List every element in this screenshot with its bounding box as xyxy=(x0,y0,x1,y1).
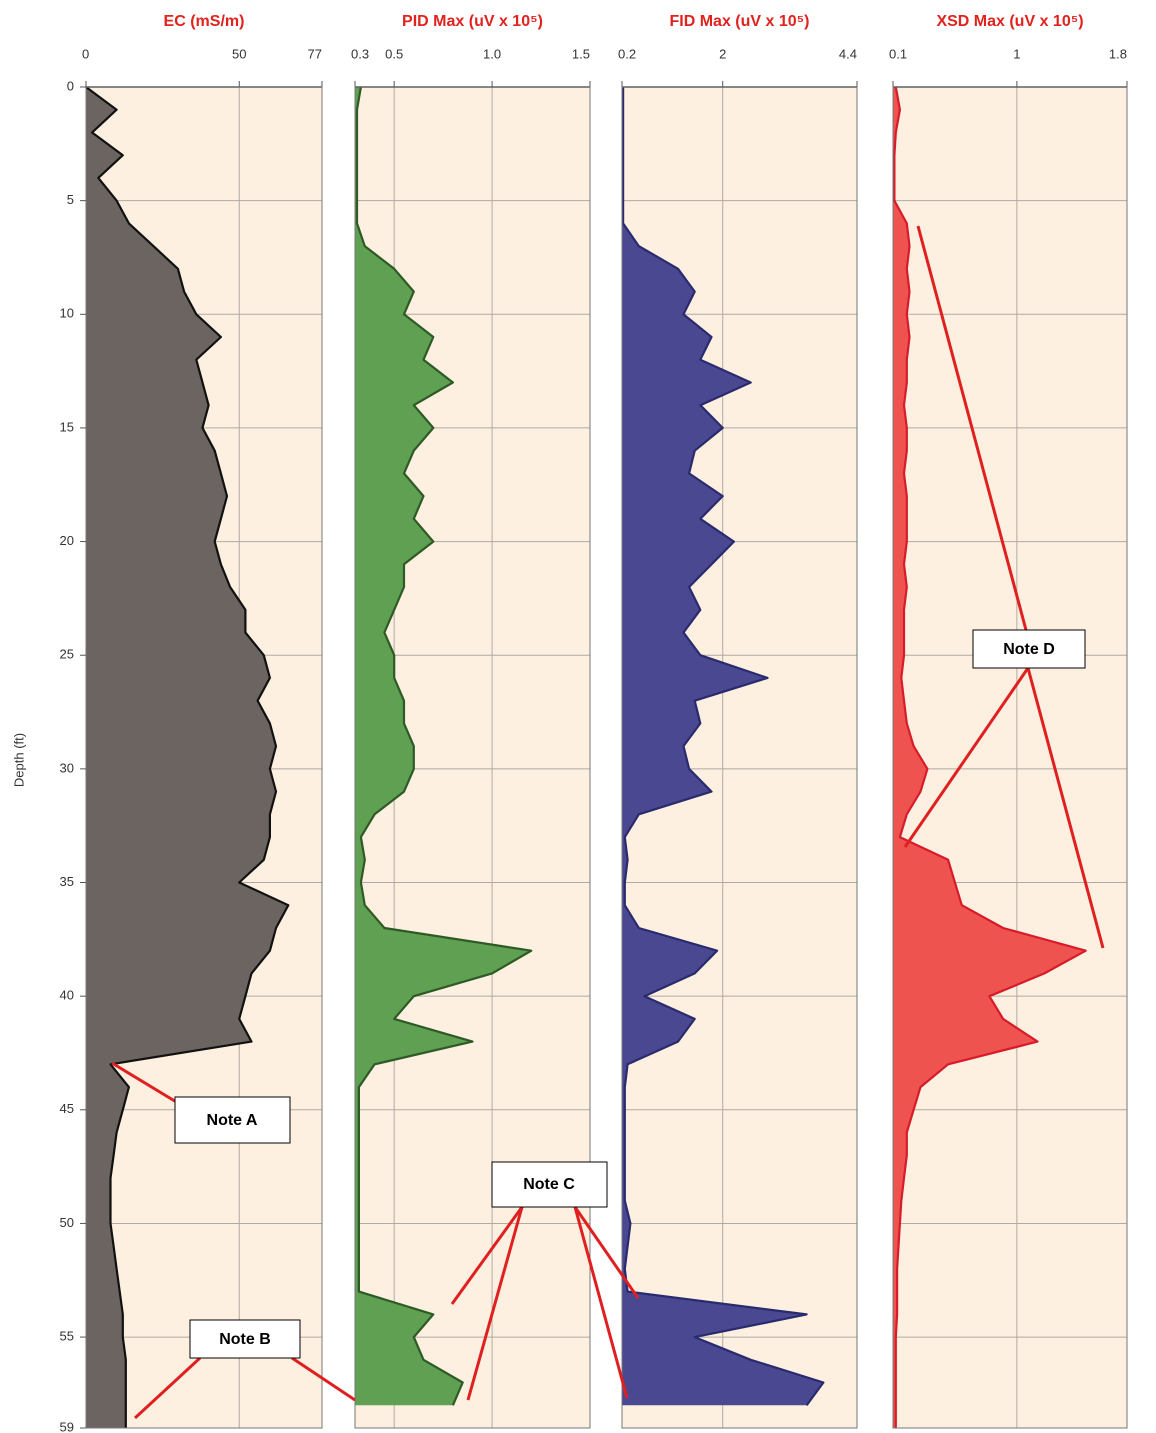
leader xyxy=(573,1206,629,1399)
note: Note D xyxy=(1003,641,1055,658)
x-tick-label: 0.3 xyxy=(351,46,369,61)
y-tick-label: 59 xyxy=(60,1419,74,1433)
y-axis-label: Depth (ft) xyxy=(11,733,26,787)
leader xyxy=(111,1061,179,1105)
x-tick-label: 0.2 xyxy=(618,46,636,61)
note: Note B xyxy=(219,1331,271,1348)
leader xyxy=(466,1206,524,1401)
y-tick-label: 10 xyxy=(60,306,74,321)
line xyxy=(622,87,825,1406)
x-tick-label: 0.5 xyxy=(385,46,403,61)
y-tick-label: 25 xyxy=(60,647,74,662)
panel-title: PID Max (uV x 10⁵) xyxy=(402,13,543,30)
annotations: Note A Note B Note C Note D xyxy=(111,225,1105,1420)
note: Note C xyxy=(523,1176,575,1193)
y-tick-label: 20 xyxy=(60,533,74,548)
leader xyxy=(903,667,1030,848)
line xyxy=(893,86,1087,1428)
x-tick-label: 1.8 xyxy=(1109,46,1127,61)
y-tick-label: 45 xyxy=(60,1101,74,1116)
area xyxy=(86,87,289,1428)
x-tick-label: 2 xyxy=(719,46,726,61)
y-tick-label: 35 xyxy=(60,874,74,889)
note: Note A xyxy=(207,1112,258,1129)
x-tick-label: 1.5 xyxy=(572,46,590,61)
leader xyxy=(291,1356,356,1402)
note-box xyxy=(491,1161,608,1208)
plot-frame xyxy=(85,86,323,1429)
area xyxy=(355,87,532,1406)
line xyxy=(355,86,533,1406)
panel-title: XSD Max (uV x 10⁵) xyxy=(936,13,1083,30)
leader xyxy=(1026,667,1105,949)
x-tick-label: 77 xyxy=(308,46,322,61)
x-tick-label: 1 xyxy=(1013,46,1020,61)
x-tick-label: 1.0 xyxy=(483,46,501,61)
panel-title: EC (mS/m) xyxy=(164,13,245,30)
plot-frame xyxy=(892,86,1128,1429)
y-tick-label: 30 xyxy=(60,760,74,775)
leader xyxy=(450,1206,524,1305)
area xyxy=(622,87,824,1406)
y-tick-label: 55 xyxy=(60,1329,74,1344)
x-tick-label: 0 xyxy=(82,46,89,61)
leader xyxy=(133,1356,202,1420)
leader xyxy=(573,1206,640,1299)
panel-title: FID Max (uV x 10⁵) xyxy=(670,13,810,30)
note-box xyxy=(189,1319,301,1359)
plot-area xyxy=(893,87,1127,1428)
leader xyxy=(916,225,1028,631)
y-tick-label: 0 xyxy=(67,78,74,93)
x-tick-label: 0.1 xyxy=(889,46,907,61)
line xyxy=(85,86,290,1428)
x-tick-label: 4.4 xyxy=(839,46,857,61)
note-box xyxy=(972,629,1086,669)
y-tick-label: 15 xyxy=(60,419,74,434)
x-tick-label: 50 xyxy=(232,46,246,61)
plot-frame xyxy=(354,86,591,1429)
note-box xyxy=(174,1096,291,1144)
y-tick-label: 40 xyxy=(60,988,74,1003)
y-tick-label: 5 xyxy=(67,192,74,207)
y-tick-label: 50 xyxy=(60,1215,74,1230)
plot-frame xyxy=(621,86,858,1429)
